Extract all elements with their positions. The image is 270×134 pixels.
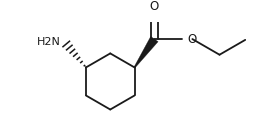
Text: O: O [150,0,159,13]
Polygon shape [134,36,158,68]
Text: H2N: H2N [37,37,61,47]
Text: O: O [187,33,197,46]
